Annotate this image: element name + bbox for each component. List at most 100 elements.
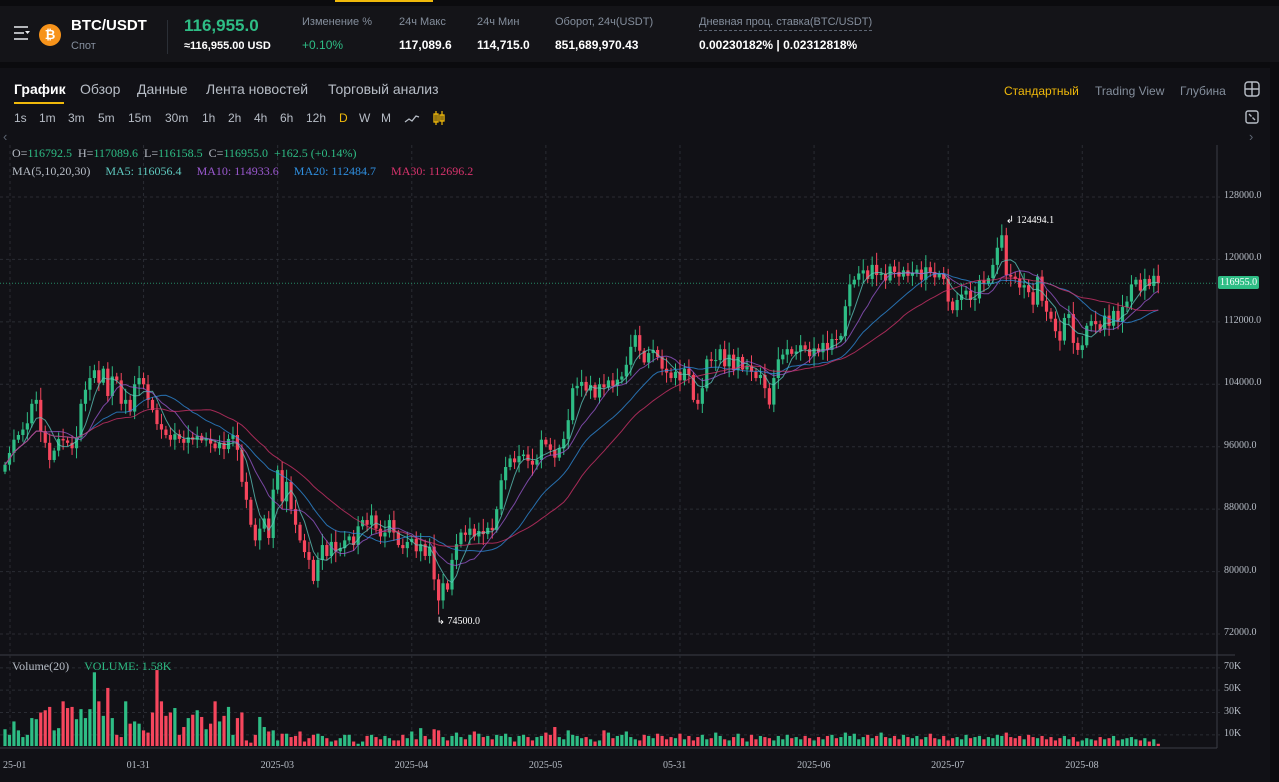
volume-bar — [222, 715, 226, 746]
stat-label[interactable]: Дневная проц. ставка(BTC/USDT) — [699, 16, 873, 31]
volume-bar — [468, 734, 472, 746]
timeframe-1s[interactable]: 1s — [14, 111, 27, 125]
candle-body — [1098, 324, 1102, 330]
volume-bar — [226, 706, 231, 746]
view-depth[interactable]: Глубина — [1180, 84, 1226, 98]
candle-body — [875, 264, 879, 276]
volume-bar — [571, 734, 575, 746]
volume-bar — [1107, 738, 1111, 746]
volume-bar — [767, 738, 771, 746]
candle-body — [182, 438, 186, 443]
volume-bar — [316, 733, 320, 746]
candle-body — [365, 520, 369, 525]
volume-bar — [155, 670, 159, 746]
candle-body — [101, 368, 105, 383]
timeframe-1m[interactable]: 1m — [39, 111, 56, 125]
candle-body — [65, 440, 70, 443]
candle-body — [173, 434, 177, 440]
stat-label: 24ч Мин — [477, 16, 520, 28]
volume-bar — [133, 721, 137, 746]
timeframe-d[interactable]: D — [339, 111, 348, 125]
timeframe-4h[interactable]: 4h — [254, 111, 268, 125]
candle-body — [910, 272, 915, 276]
candle-body — [517, 456, 521, 463]
line-chart-icon[interactable] — [404, 112, 420, 124]
volume-bar — [401, 734, 405, 746]
candle-body — [316, 559, 320, 581]
candle-body — [629, 346, 633, 365]
timeframe-30m[interactable]: 30m — [165, 111, 189, 125]
view-standard[interactable]: Стандартный — [1004, 84, 1079, 98]
volume-bar — [883, 737, 888, 746]
candle-body — [432, 546, 436, 580]
volume-bar — [1018, 735, 1022, 746]
volume-bar — [182, 727, 186, 746]
candle-body — [74, 437, 79, 449]
timeframe-w[interactable]: W — [359, 111, 371, 125]
tab-trading-analysis[interactable]: Торговый анализ — [328, 81, 439, 97]
timeframe-5m[interactable]: 5m — [98, 111, 115, 125]
candle-body — [593, 385, 597, 398]
pair-name[interactable]: BTC/USDT — [71, 17, 147, 34]
volume-tick-label: 10K — [1224, 727, 1242, 739]
volume-bar — [602, 730, 606, 746]
candle-body — [749, 365, 754, 372]
volume-bar — [463, 739, 468, 746]
scroll-right-icon[interactable]: › — [1249, 129, 1254, 144]
timeframe-3m[interactable]: 3m — [68, 111, 85, 125]
view-tradingview[interactable]: Trading View — [1095, 84, 1165, 98]
layout-grid-icon[interactable] — [1244, 81, 1260, 97]
volume-bar — [673, 738, 678, 746]
volume-bar — [718, 735, 722, 746]
timeframe-m[interactable]: M — [381, 111, 391, 125]
candle-body — [410, 538, 414, 542]
volume-bar — [495, 734, 499, 746]
candle-body — [468, 528, 472, 535]
candle-body — [615, 379, 619, 386]
min-price-annotation: ↳ 74500.0 — [436, 616, 480, 628]
tab-data[interactable]: Данные — [137, 81, 188, 97]
candlestick-icon[interactable] — [432, 110, 446, 126]
candle-body — [588, 385, 593, 391]
candle-body — [772, 378, 776, 405]
candle-body — [334, 541, 338, 552]
volume-bar — [267, 731, 271, 746]
timeframe-15m[interactable]: 15m — [128, 111, 152, 125]
candle-body — [548, 444, 552, 450]
stat-value: 0.00230182% | 0.02312818% — [699, 38, 858, 52]
volume-bar — [852, 733, 856, 746]
volume-value: VOLUME: 1.58K — [84, 659, 172, 673]
ma30-value: MA30: 112696.2 — [391, 164, 474, 178]
candle-body — [562, 438, 566, 449]
tab-news[interactable]: Лента новостей — [206, 81, 309, 97]
tab-overview[interactable]: Обзор — [80, 81, 121, 97]
tab-chart[interactable]: График — [14, 81, 66, 97]
menu-icon[interactable] — [14, 26, 30, 40]
timeframe-6h[interactable]: 6h — [280, 111, 294, 125]
volume-bar — [553, 727, 557, 746]
candle-body — [307, 552, 311, 560]
volume-bar — [141, 730, 146, 746]
scroll-left-icon[interactable]: ‹ — [3, 129, 8, 144]
timeframe-1h[interactable]: 1h — [202, 111, 216, 125]
volume-bar — [575, 735, 579, 746]
candle-body — [754, 371, 758, 379]
stat-value: 117,089.6 — [399, 38, 452, 52]
candle-body — [374, 515, 378, 529]
timeframe-2h[interactable]: 2h — [228, 111, 242, 125]
low-value: 116158.5 — [158, 146, 203, 160]
volume-bar — [423, 735, 427, 746]
volume-bar — [168, 712, 172, 746]
fullscreen-icon[interactable] — [1245, 110, 1259, 124]
volume-bar — [231, 734, 235, 746]
candle-body — [499, 480, 503, 510]
volume-bar — [191, 714, 195, 746]
candle-body — [472, 528, 476, 537]
last-price-usd: ≈116,955.00 USD — [184, 40, 271, 52]
candle-body — [781, 354, 785, 360]
volume-bar — [477, 733, 481, 746]
timeframe-12h[interactable]: 12h — [306, 111, 327, 125]
candle-body — [325, 545, 329, 556]
stat-label: 24ч Макс — [399, 16, 446, 28]
